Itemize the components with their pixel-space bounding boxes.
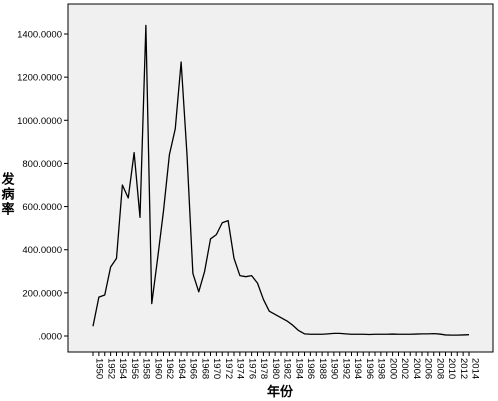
x-tick-label: 1998 xyxy=(376,358,387,379)
x-tick-label: 1984 xyxy=(293,358,304,379)
x-tick-label: 1962 xyxy=(164,358,175,379)
x-tick-label: 1986 xyxy=(305,358,316,379)
x-tick-label: 1966 xyxy=(188,358,199,379)
y-axis-title: 发病率 xyxy=(0,171,15,217)
x-tick-label: 1996 xyxy=(364,358,375,379)
x-tick-label: 1960 xyxy=(152,358,163,379)
x-tick-label: 2012 xyxy=(458,358,469,379)
x-tick-label: 2002 xyxy=(399,358,410,379)
x-tick-label: 1958 xyxy=(141,358,152,379)
x-tick-label: 1988 xyxy=(317,358,328,379)
plot-area xyxy=(67,3,494,353)
y-tick-label: .0000 xyxy=(38,332,62,343)
x-tick-label: 2000 xyxy=(387,358,398,379)
x-tick-label: 1972 xyxy=(223,358,234,379)
x-tick-label: 1994 xyxy=(352,358,363,379)
y-tick-label: 1400.0000 xyxy=(17,30,62,41)
x-tick-label: 1964 xyxy=(176,358,187,379)
x-tick-label: 1970 xyxy=(211,358,222,379)
x-tick-label: 1982 xyxy=(282,358,293,379)
x-axis: 1950 1952 1954 1956 1958 1960 1962 1964 1966 1968… xyxy=(92,352,481,379)
x-tick-label: 1956 xyxy=(129,358,140,379)
y-tick-label: 800.0000 xyxy=(22,159,62,170)
x-tick-label: 1968 xyxy=(199,358,210,379)
x-tick-label: 1978 xyxy=(258,358,269,379)
y-tick-label: 1000.0000 xyxy=(17,116,62,127)
x-tick-label: 1992 xyxy=(340,358,351,379)
x-tick-label: 1954 xyxy=(117,358,128,379)
x-tick-label: 2004 xyxy=(411,358,422,379)
x-tick-label: 1952 xyxy=(105,358,116,379)
y-tick-label: 200.0000 xyxy=(22,288,62,299)
series-line xyxy=(92,24,470,336)
y-tick-label: 400.0000 xyxy=(22,245,62,256)
x-tick-label: 1976 xyxy=(246,358,257,379)
series-layer xyxy=(92,24,470,336)
y-tick-label: 600.0000 xyxy=(22,202,62,213)
x-tick-label: 1980 xyxy=(270,358,281,379)
x-tick-label: 1974 xyxy=(235,358,246,379)
x-tick-label: 2010 xyxy=(446,358,457,379)
x-tick-label: 2008 xyxy=(434,358,445,379)
x-tick-label: 1950 xyxy=(94,358,105,379)
y-axis: .0000 200.0000 400.0000 600.0000 800.0000 100… xyxy=(17,30,68,343)
x-tick-label: 2014 xyxy=(470,358,481,379)
y-tick-label: 1200.0000 xyxy=(17,73,62,84)
x-axis-title: 年份 xyxy=(267,384,294,400)
x-tick-label: 1990 xyxy=(329,358,340,379)
x-tick-label: 2006 xyxy=(423,358,434,379)
